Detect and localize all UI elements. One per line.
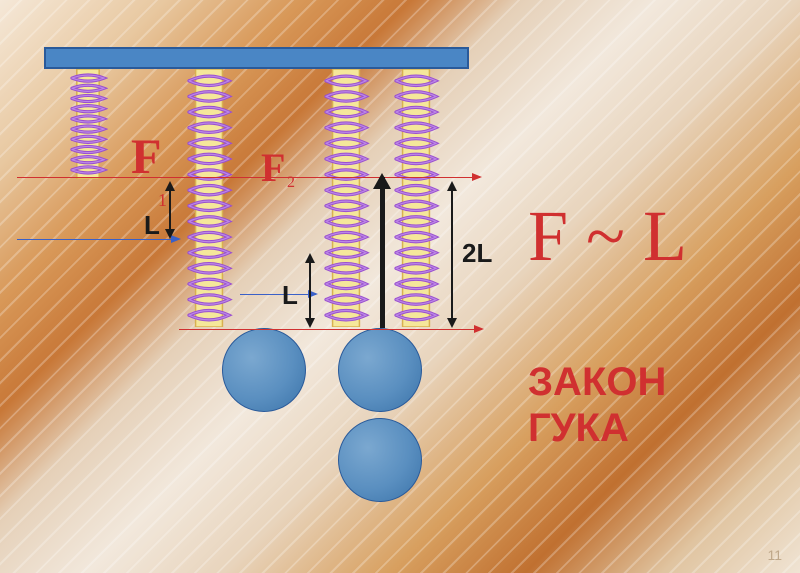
label-TwoL: 2L xyxy=(462,238,492,269)
label-L_1: L xyxy=(144,210,160,241)
label-F2_big: F xyxy=(261,144,285,191)
spring-2 xyxy=(185,69,233,327)
label-F1_big: F xyxy=(131,127,162,185)
page-number: 11 xyxy=(767,547,782,563)
weight-ball-3 xyxy=(338,418,422,502)
label-law2: ГУКА xyxy=(528,406,629,451)
spring-3 xyxy=(322,69,370,327)
spring-4 xyxy=(392,69,440,327)
force-arrow-F2 xyxy=(380,177,385,328)
support-beam xyxy=(44,47,469,69)
weight-ball-1 xyxy=(222,328,306,412)
weight-ball-2 xyxy=(338,328,422,412)
label-F1_sub: 1 xyxy=(158,190,167,211)
label-formula: F ~ L xyxy=(528,195,687,278)
label-F2_sub: 2 xyxy=(287,174,295,192)
label-L_2: L xyxy=(282,280,298,311)
label-law1: ЗАКОН xyxy=(528,360,666,405)
hookes-law-diagram: F1F2LL2LF ~ LЗАКОНГУКА xyxy=(0,0,800,573)
spring-1 xyxy=(68,69,108,179)
